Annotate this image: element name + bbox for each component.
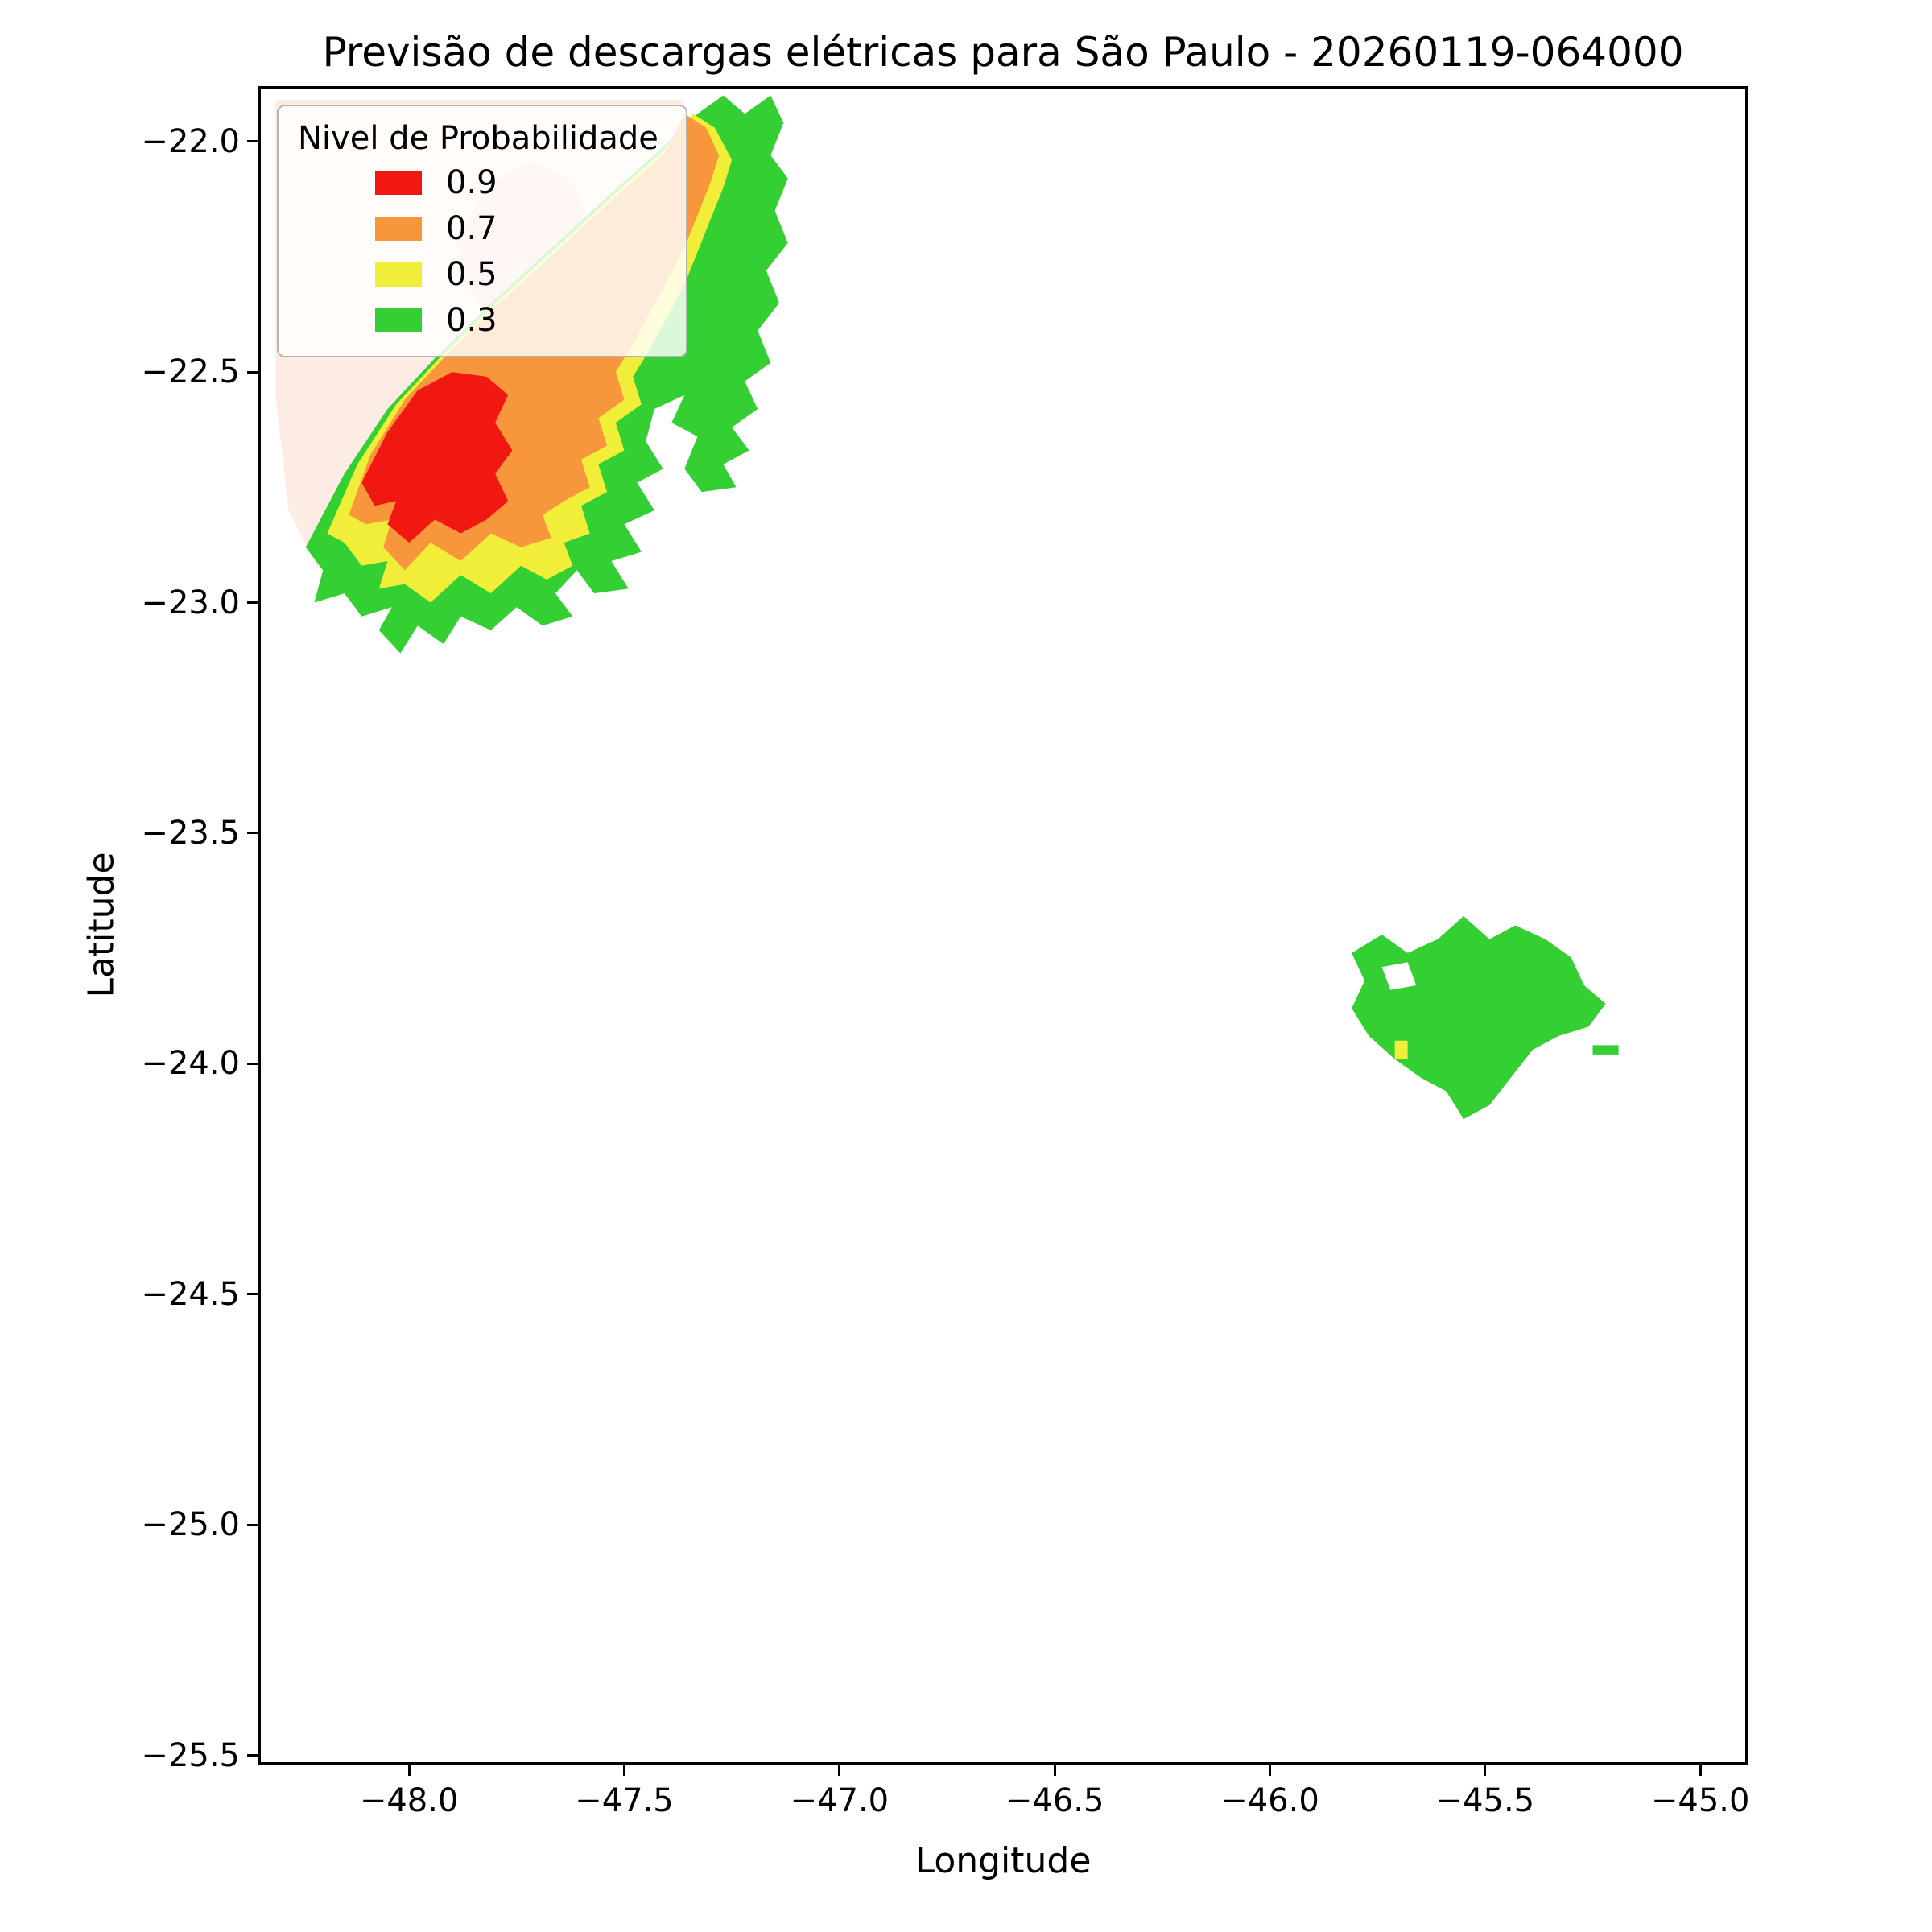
y-tick-label-−22.5: −22.5	[141, 353, 240, 391]
y-tick-mark-−23.5	[247, 832, 258, 835]
x-tick-mark-−47.0	[838, 1765, 841, 1776]
legend-swatch-0.5	[375, 262, 422, 287]
x-tick-mark-−45.5	[1484, 1765, 1487, 1776]
legend-entry-0.7: 0.7	[298, 205, 658, 251]
legend-entries: 0.9 0.7 0.5 0.3	[298, 159, 658, 343]
x-tick-label-−45.0: −45.0	[1650, 1782, 1750, 1819]
x-tick-mark-−46.0	[1269, 1765, 1271, 1776]
x-tick-mark-−47.5	[622, 1765, 625, 1776]
region-east-cell-p30-fragment	[1592, 1045, 1619, 1055]
y-tick-mark-−22.5	[247, 370, 258, 374]
y-tick-mark-−24.5	[247, 1293, 258, 1296]
y-tick-label-−22.0: −22.0	[141, 122, 240, 160]
x-tick-label-−47.5: −47.5	[575, 1782, 674, 1819]
legend-entry-0.3: 0.3	[298, 297, 658, 343]
legend-label-0.5: 0.5	[446, 255, 497, 293]
y-tick-label-−24.5: −24.5	[141, 1275, 240, 1313]
y-tick-mark-−24.0	[247, 1062, 258, 1065]
y-axis-label: Latitude	[80, 852, 122, 998]
x-tick-label-−47.0: −47.0	[790, 1782, 890, 1819]
x-tick-label-−45.5: −45.5	[1435, 1782, 1535, 1819]
y-tick-label-−25.0: −25.0	[141, 1506, 240, 1544]
y-tick-label-−23.5: −23.5	[141, 814, 240, 852]
region-east-cell-p50-speck	[1394, 1040, 1408, 1059]
y-tick-mark-−25.5	[247, 1754, 258, 1757]
chart-title: Previsão de descargas elétricas para São…	[322, 29, 1684, 76]
x-tick-mark-−46.5	[1053, 1765, 1056, 1776]
y-tick-label-−23.0: −23.0	[141, 584, 240, 621]
legend-label-0.3: 0.3	[446, 301, 497, 339]
legend-label-0.7: 0.7	[446, 209, 497, 247]
x-tick-label-−48.0: −48.0	[359, 1782, 459, 1819]
legend-label-0.9: 0.9	[446, 163, 497, 201]
y-tick-label-−25.5: −25.5	[141, 1736, 240, 1774]
x-axis-label: Longitude	[914, 1840, 1092, 1881]
region-west-cell-p90	[361, 372, 513, 543]
x-tick-mark-−45.0	[1699, 1765, 1702, 1776]
region-east-cell-p30	[1352, 916, 1606, 1120]
y-tick-mark-−22.0	[247, 140, 258, 143]
legend-entry-0.5: 0.5	[298, 251, 658, 297]
legend-entry-0.9: 0.9	[298, 159, 658, 205]
legend-swatch-0.7	[375, 216, 422, 241]
region-east-cell-hole	[1381, 962, 1417, 990]
legend: Nivel de Probabilidade 0.9 0.7 0.5 0.3	[277, 105, 687, 357]
x-tick-label-−46.0: −46.0	[1220, 1782, 1319, 1819]
y-tick-mark-−23.0	[247, 601, 258, 605]
legend-swatch-0.9	[375, 170, 422, 195]
legend-swatch-0.3	[375, 308, 422, 332]
x-tick-label-−46.5: −46.5	[1005, 1782, 1104, 1819]
y-tick-label-−24.0: −24.0	[141, 1045, 240, 1083]
legend-title: Nivel de Probabilidade	[298, 120, 658, 157]
x-tick-mark-−48.0	[407, 1765, 411, 1776]
y-tick-mark-−25.0	[247, 1523, 258, 1526]
